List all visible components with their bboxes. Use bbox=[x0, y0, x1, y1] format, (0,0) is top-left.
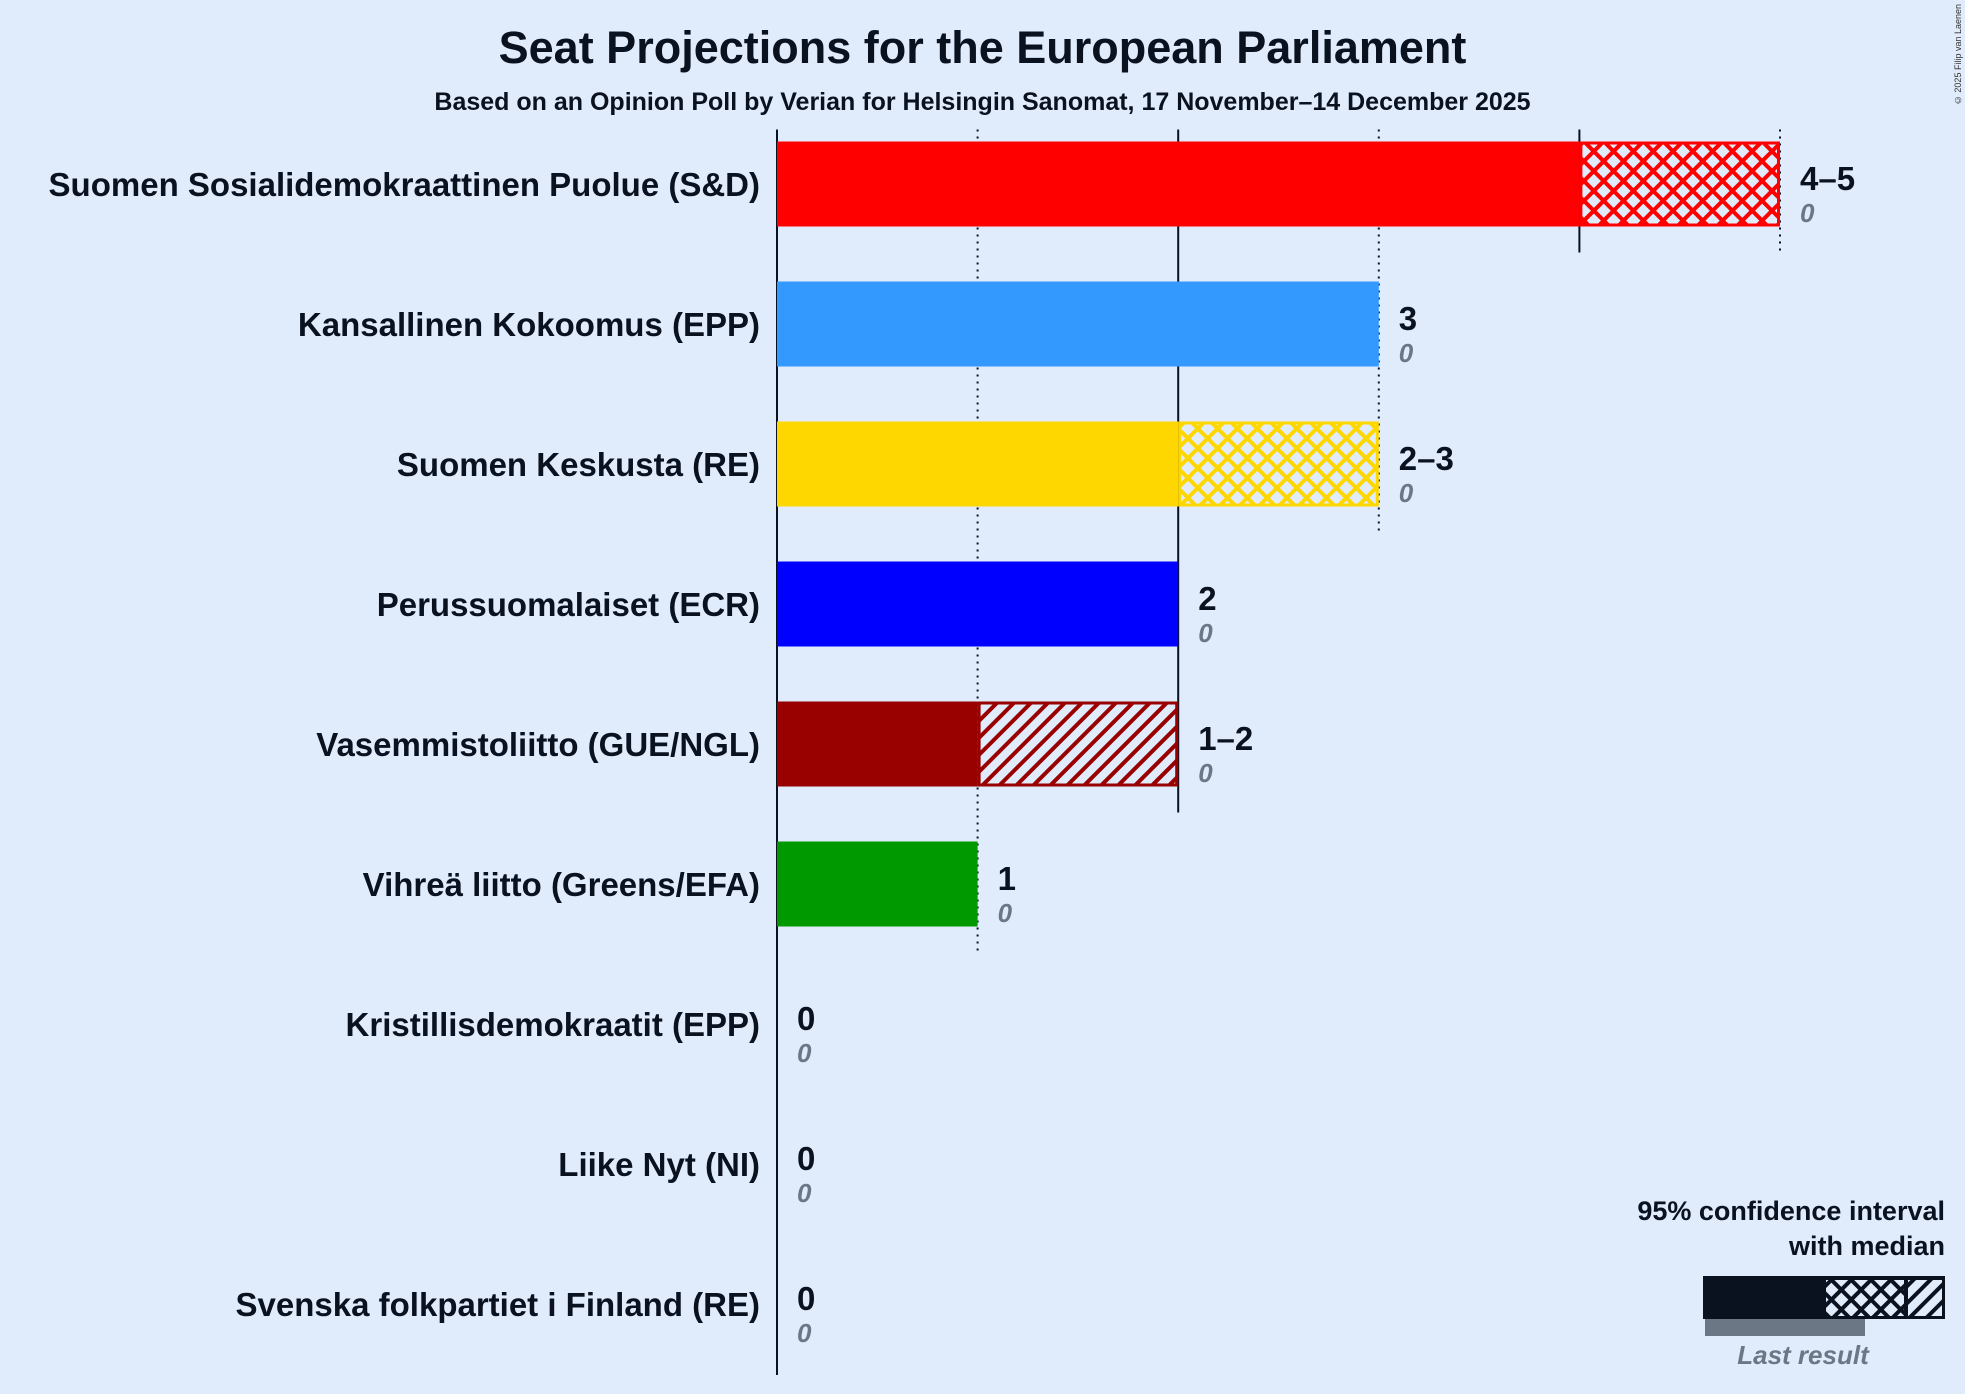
legend-last-result-bar bbox=[1705, 1319, 1865, 1336]
last-result-label: 0 bbox=[1198, 758, 1213, 788]
party-label: Perussuomalaiset (ECR) bbox=[377, 586, 760, 623]
value-label: 0 bbox=[797, 1140, 815, 1177]
legend-solid bbox=[1703, 1276, 1945, 1319]
last-result-label: 0 bbox=[797, 1318, 812, 1348]
party-label: Vasemmistoliitto (GUE/NGL) bbox=[316, 726, 760, 763]
bar-solid bbox=[777, 561, 1179, 647]
bar-solid bbox=[777, 141, 1580, 227]
bar-ci-upper bbox=[977, 701, 1179, 787]
value-label: 2–3 bbox=[1399, 440, 1454, 477]
value-label: 0 bbox=[797, 1000, 815, 1037]
last-result-label: 0 bbox=[998, 898, 1013, 928]
bar-solid bbox=[777, 281, 1379, 367]
chart-subtitle: Based on an Opinion Poll by Verian for H… bbox=[434, 88, 1531, 116]
bar-ci-lower bbox=[1178, 421, 1379, 507]
last-result-label: 0 bbox=[1198, 618, 1213, 648]
bar-solid bbox=[777, 701, 978, 787]
value-label: 3 bbox=[1399, 300, 1417, 337]
bar-ci-lower bbox=[1579, 141, 1781, 227]
value-label: 1 bbox=[998, 860, 1016, 897]
last-result-label: 0 bbox=[797, 1038, 812, 1068]
chart-title: Seat Projections for the European Parlia… bbox=[498, 22, 1467, 73]
party-label: Suomen Keskusta (RE) bbox=[397, 446, 760, 483]
party-label: Kansallinen Kokoomus (EPP) bbox=[298, 306, 760, 343]
party-label: Vihreä liitto (Greens/EFA) bbox=[363, 866, 760, 903]
value-label: 0 bbox=[797, 1280, 815, 1317]
last-result-label: 0 bbox=[797, 1178, 812, 1208]
bar-solid bbox=[777, 841, 978, 927]
party-label: Suomen Sosialidemokraattinen Puolue (S&D… bbox=[49, 166, 760, 203]
value-label: 4–5 bbox=[1800, 160, 1855, 197]
value-label: 1–2 bbox=[1198, 720, 1253, 757]
legend-line2: with median bbox=[1788, 1231, 1945, 1261]
value-label: 2 bbox=[1198, 580, 1216, 617]
last-result-label: 0 bbox=[1800, 198, 1815, 228]
party-label: Svenska folkpartiet i Finland (RE) bbox=[236, 1286, 760, 1323]
last-result-label: 0 bbox=[1399, 338, 1414, 368]
legend-crosshatch bbox=[1826, 1280, 1904, 1316]
last-result-label: 0 bbox=[1399, 478, 1414, 508]
legend-line1: 95% confidence interval bbox=[1637, 1196, 1945, 1226]
legend-last-result-label: Last result bbox=[1737, 1340, 1869, 1370]
bar-solid bbox=[777, 421, 1179, 507]
party-label: Liike Nyt (NI) bbox=[558, 1146, 760, 1183]
party-label: Kristillisdemokraatit (EPP) bbox=[346, 1006, 760, 1043]
legend-diagonal bbox=[1908, 1280, 1942, 1316]
